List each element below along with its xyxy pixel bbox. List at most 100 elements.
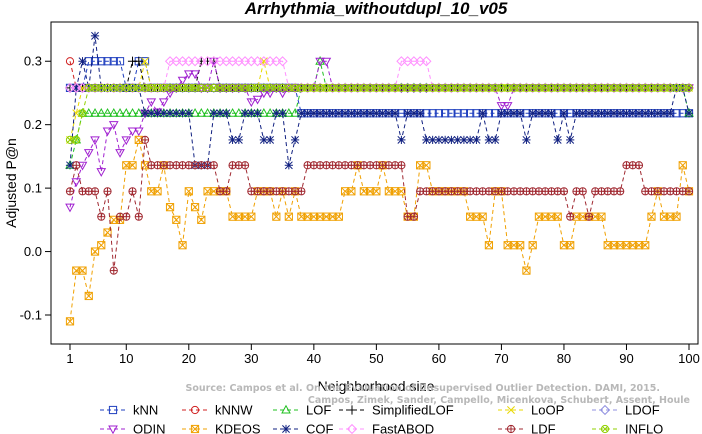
point-lof-8 <box>108 108 119 117</box>
series-inflo <box>65 83 694 145</box>
point-inflo-52 <box>384 83 393 92</box>
point-cof-60 <box>434 135 443 145</box>
point-inflo-70 <box>497 83 506 92</box>
point-inflo-34 <box>272 83 281 92</box>
point-cof-52 <box>384 109 393 118</box>
point-kdeos-44 <box>334 212 343 221</box>
legend-label-ldf: LDF <box>531 422 556 434</box>
legend-marker-ldf <box>506 424 516 434</box>
series-line-ldf <box>69 139 689 271</box>
point-cof-1 <box>65 161 75 170</box>
point-cof-81 <box>566 135 575 145</box>
point-odin-31 <box>252 95 263 105</box>
point-cof-19 <box>178 109 187 118</box>
legend-marker-ldof <box>599 404 611 416</box>
point-kdeos-67 <box>478 212 487 221</box>
legend-item-cof: COF <box>273 422 334 434</box>
point-knn-61 <box>441 109 450 118</box>
point-lof-32 <box>258 108 269 117</box>
point-inflo-74 <box>522 83 531 92</box>
point-lof-36 <box>283 108 294 117</box>
point-cof-5 <box>90 31 100 40</box>
point-inflo-28 <box>234 83 243 92</box>
point-cof-85 <box>591 109 600 118</box>
legend-marker-kdeos <box>190 424 200 434</box>
point-ldf-1 <box>65 187 75 196</box>
point-cof-28 <box>234 135 243 145</box>
point-ldf-100 <box>684 187 694 196</box>
point-inflo-75 <box>528 83 537 92</box>
point-inflo-85 <box>591 83 600 92</box>
legend-marker-lof <box>281 404 291 414</box>
chart-title: Arrhythmia_withoutdupl_10_v05 <box>244 0 508 18</box>
legend-item-simplifiedlof: SimplifiedLOF <box>339 403 454 418</box>
point-odin-5 <box>90 136 100 146</box>
point-inflo-49 <box>366 83 375 92</box>
point-kdeos-86 <box>597 212 606 221</box>
point-kdeos-21 <box>190 203 200 212</box>
legend-marker-simplifiedlof <box>347 405 357 415</box>
point-odin-10 <box>121 136 132 146</box>
point-inflo-50 <box>372 83 381 92</box>
point-cof-51 <box>378 109 387 118</box>
legend-item-ldof: LDOF <box>592 403 660 418</box>
point-inflo-17 <box>165 83 175 92</box>
point-inflo-76 <box>534 83 544 92</box>
point-ldf-38 <box>297 187 306 196</box>
point-inflo-18 <box>172 83 181 92</box>
point-knn-9 <box>115 57 125 66</box>
point-cof-31 <box>253 109 262 118</box>
point-knn-59 <box>428 109 437 118</box>
legend-label-knn: kNN <box>133 403 158 418</box>
point-cof-78 <box>547 109 556 118</box>
point-lof-4 <box>83 108 94 117</box>
x-tick-label-100: 100 <box>678 351 700 366</box>
point-inflo-79 <box>553 83 562 92</box>
point-kdeos-36 <box>284 212 293 221</box>
point-knn-65 <box>466 109 475 118</box>
point-cof-54 <box>397 135 406 145</box>
point-inflo-59 <box>428 83 437 92</box>
point-ldf-89 <box>616 187 625 196</box>
legend-label-loop: LoOP <box>531 403 564 418</box>
point-inflo-13 <box>140 83 150 92</box>
point-ldf-80 <box>559 187 569 196</box>
point-odin-7 <box>102 127 113 137</box>
point-cof-15 <box>153 109 162 118</box>
point-inflo-11 <box>128 83 137 92</box>
legend-item-knn: kNN <box>100 403 158 418</box>
point-inflo-98 <box>672 83 681 92</box>
point-odin-26 <box>221 84 232 94</box>
point-ldf-81 <box>566 212 575 221</box>
point-cof-53 <box>391 109 400 118</box>
point-odin-33 <box>265 89 275 99</box>
point-inflo-25 <box>215 83 225 92</box>
point-inflo-54 <box>397 83 406 92</box>
x-tick-label-10: 10 <box>119 351 133 366</box>
point-ldf-29 <box>240 161 250 170</box>
point-odin-15 <box>152 108 163 118</box>
point-inflo-69 <box>491 83 500 92</box>
point-odin-4 <box>83 149 94 158</box>
x-tick-label-50: 50 <box>369 351 383 366</box>
legend-label-cof: COF <box>306 422 334 434</box>
point-inflo-57 <box>416 83 425 92</box>
point-cof-97 <box>666 109 675 118</box>
point-inflo-33 <box>265 83 275 92</box>
point-inflo-21 <box>190 83 200 92</box>
point-lof-2 <box>71 134 82 144</box>
point-inflo-9 <box>115 83 125 92</box>
point-inflo-92 <box>634 83 644 92</box>
point-inflo-35 <box>278 83 287 92</box>
point-odin-23 <box>202 84 213 94</box>
point-odin-14 <box>146 98 157 108</box>
point-odin-32 <box>258 89 269 99</box>
y-tick-label-0.1: 0.1 <box>24 181 42 196</box>
point-inflo-67 <box>478 83 487 92</box>
point-inflo-47 <box>353 83 362 92</box>
point-ldf-7 <box>103 187 112 196</box>
point-lof-11 <box>127 108 138 117</box>
legend-item-kdeos: KDEOS <box>182 422 261 434</box>
point-lof-22 <box>196 108 207 117</box>
point-inflo-68 <box>484 83 494 92</box>
